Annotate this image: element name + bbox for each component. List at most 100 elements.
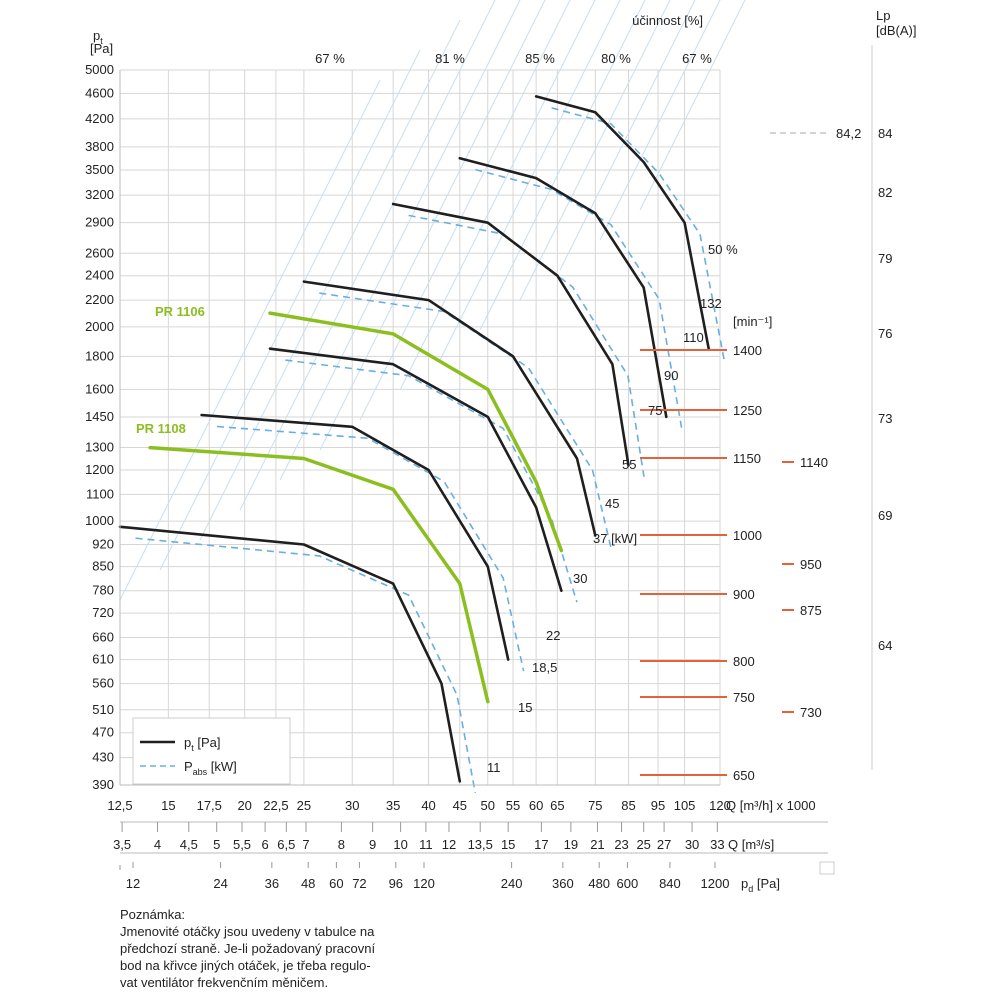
note-title: Poznámka: <box>120 907 186 922</box>
y-tick-label: 920 <box>92 536 114 551</box>
x-tick-label: 15 <box>161 798 175 813</box>
flow-s-tick-label: 12 <box>442 837 456 852</box>
x-tick-label: 25 <box>297 798 311 813</box>
power-label: 132 <box>700 296 722 311</box>
y-tick-label: 430 <box>92 750 114 765</box>
system-line <box>399 0 596 391</box>
noise-value: 79 <box>878 251 892 266</box>
series-label: PR 1106 <box>155 304 205 319</box>
y-tick-label: 2000 <box>85 319 114 334</box>
power-curve <box>408 214 645 477</box>
flow-s-tick-label: 10 <box>393 837 407 852</box>
speed-label: 1150 <box>733 451 761 466</box>
power-label: 90 <box>664 368 678 383</box>
power-curve <box>475 168 683 429</box>
efficiency-label: 50 % <box>708 242 738 257</box>
y-tick-label: 3200 <box>85 187 114 202</box>
y-tick-label: 2600 <box>85 245 114 260</box>
note-line: vat ventilátor frekvenčním měničem. <box>120 975 329 990</box>
power-label: 110 <box>683 330 704 345</box>
note-line: předchozí straně. Je-li požadovaný praco… <box>120 941 376 956</box>
flow-s-tick-label: 4 <box>154 837 161 852</box>
pd-tick-label: 12 <box>126 876 140 891</box>
flow-s-tick-label: 30 <box>685 837 699 852</box>
flow-s-tick-label: 6,5 <box>277 837 295 852</box>
power-label: 15 <box>518 700 532 715</box>
flow-s-tick-label: 7 <box>302 837 309 852</box>
y-tick-label: 3800 <box>85 139 114 154</box>
flow-s-tick-label: 27 <box>657 837 671 852</box>
x-tick-label: 50 <box>481 798 495 813</box>
system-line <box>519 0 671 301</box>
speed-other-label: 730 <box>800 705 822 720</box>
flow-s-tick-label: 23 <box>614 837 628 852</box>
system-line <box>639 0 746 211</box>
y-tick-label: 660 <box>92 630 114 645</box>
pressure-curve <box>268 347 563 592</box>
y-tick-label: 720 <box>92 605 114 620</box>
y-tick-label: 610 <box>92 652 114 667</box>
system-line <box>279 0 521 481</box>
pd-tick-label: 240 <box>501 876 523 891</box>
flow-s-tick-label: 4,5 <box>180 837 198 852</box>
y-tick-label: 390 <box>92 777 114 792</box>
system-line <box>239 0 496 511</box>
pd-tick-label: 24 <box>213 876 227 891</box>
system-line <box>119 79 381 601</box>
power-label: 45 <box>605 496 619 511</box>
note-line: Jmenovité otáčky jsou uvedeny v tabulce … <box>120 924 375 939</box>
power-label: 55 <box>622 457 636 472</box>
efficiency-label: 67 % <box>682 51 712 66</box>
system-line <box>199 19 461 541</box>
power-label: 30 <box>573 571 587 586</box>
flow-s-tick-label: 5 <box>213 837 220 852</box>
efficiency-label: 80 % <box>601 51 631 66</box>
system-line <box>319 0 546 451</box>
noise-unit: [dB(A)] <box>876 23 916 38</box>
x-tick-label: 20 <box>237 798 251 813</box>
flow-s-tick-label: 8 <box>338 837 345 852</box>
x-tick-label: 35 <box>386 798 400 813</box>
system-line <box>599 0 721 241</box>
annotations: účinnost [%] 67 % 81 % 85 % 80 % 67 % 50 % PR 1… <box>136 8 916 783</box>
y-tick-label: 1100 <box>86 486 114 501</box>
note-line: bod na křivce jiných otáček, je třeba re… <box>120 958 371 973</box>
flow-s-tick-label: 33 <box>710 837 724 852</box>
flow-s-tick-label: 11 <box>419 837 433 852</box>
flow-s-axis-unit: Q [m³/s] <box>728 837 774 852</box>
power-label: 75 <box>648 403 662 418</box>
efficiency-label: 67 % <box>315 51 345 66</box>
speed-label: 750 <box>733 690 755 705</box>
x-tick-label: 40 <box>421 798 435 813</box>
flow-s-tick-label: 15 <box>501 837 515 852</box>
x-tick-label: 12,5 <box>107 798 132 813</box>
noise-value: 82 <box>878 185 892 200</box>
y-axis-unit: [Pa] <box>90 41 113 56</box>
power-label: 22 <box>546 628 560 643</box>
noise-value: 76 <box>878 326 892 341</box>
y-tick-label: 850 <box>92 559 114 574</box>
x-tick-label: 85 <box>621 798 635 813</box>
legend-label: Pabs [kW] <box>184 759 237 777</box>
y-tick-label: 1000 <box>85 513 114 528</box>
system-line <box>159 49 421 571</box>
pd-axis-box <box>819 861 835 875</box>
legend-label: pt [Pa] <box>184 735 221 753</box>
power-label: 11 <box>487 760 501 775</box>
y-tick-label: 2900 <box>85 215 114 230</box>
power-curve <box>135 537 477 794</box>
y-tick-label: 780 <box>92 583 114 598</box>
system-line <box>479 0 646 331</box>
pd-tick-label: 600 <box>617 876 639 891</box>
power-curve <box>319 292 612 548</box>
y-tick-label: 510 <box>92 702 114 717</box>
noise-value: 64 <box>878 638 892 653</box>
system-line <box>359 0 571 421</box>
pressure-curve <box>268 311 564 553</box>
efficiency-title: účinnost [%] <box>632 13 703 28</box>
pd-tick-label: 72 <box>352 876 366 891</box>
legend: pt [Pa] Pabs [kW] <box>132 717 291 785</box>
y-axis-label: pt <box>93 28 103 46</box>
pressure-curve <box>534 95 710 350</box>
